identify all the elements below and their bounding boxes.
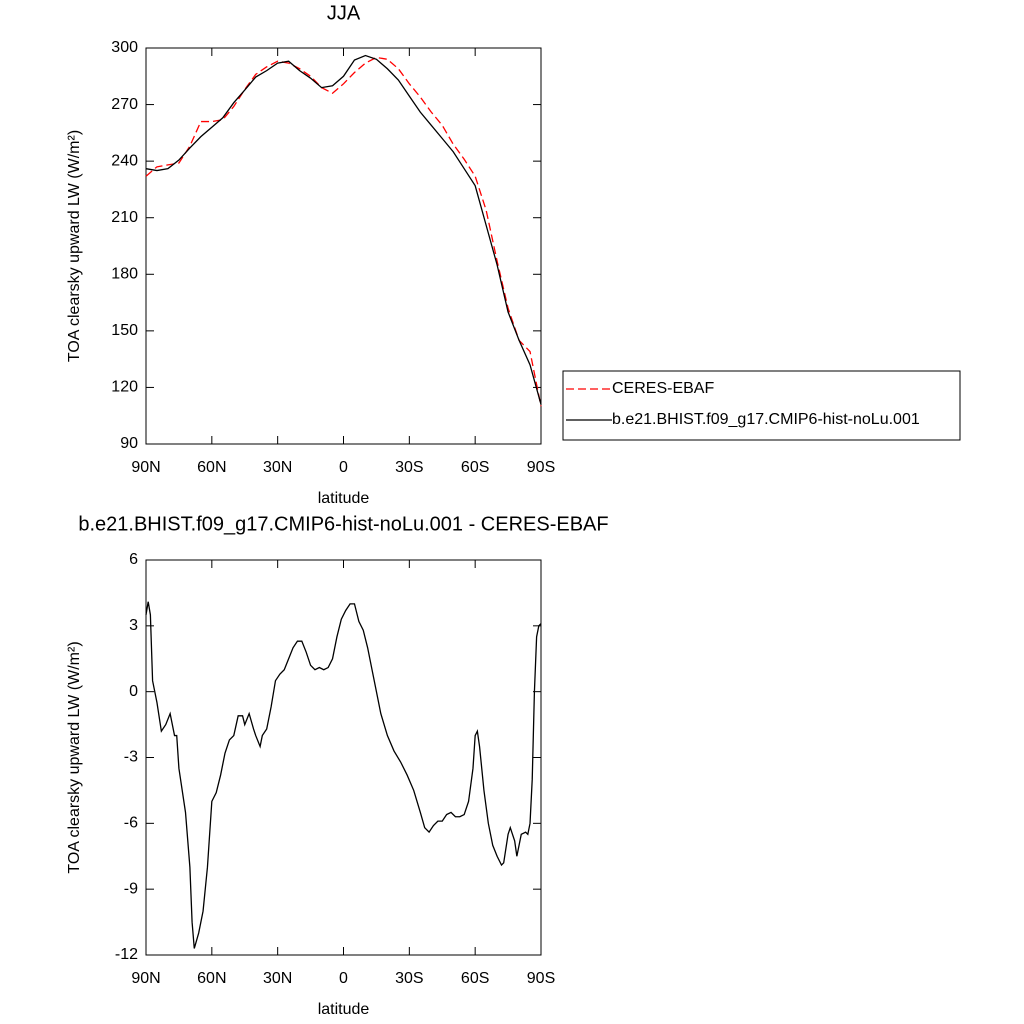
y-tick-label: 240 <box>111 152 138 169</box>
plot-frame <box>145 559 542 956</box>
x-axis-label: latitude <box>318 1001 370 1018</box>
x-tick-label: 30S <box>395 970 423 987</box>
y-tick-label: 210 <box>111 209 138 226</box>
data-line <box>145 56 542 407</box>
x-axis-label: latitude <box>318 490 370 507</box>
x-tick-label: 30S <box>395 459 423 476</box>
y-tick-label: -9 <box>124 880 138 897</box>
legend-label: CERES-EBAF <box>612 380 714 397</box>
legend-box <box>562 370 961 441</box>
x-tick-label: 60S <box>461 459 489 476</box>
x-tick-label: 0 <box>339 970 348 987</box>
x-tick-label: 60S <box>461 970 489 987</box>
x-tick-label: 90N <box>131 970 160 987</box>
y-tick-label: -6 <box>124 815 138 832</box>
y-tick-label: 6 <box>129 551 138 568</box>
x-tick-label: 60N <box>197 459 226 476</box>
y-tick-label: 90 <box>120 435 138 452</box>
x-tick-label: 90S <box>527 459 555 476</box>
chart-title: b.e21.BHIST.f09_g17.CMIP6-hist-noLu.001 … <box>78 513 608 535</box>
y-tick-label: 120 <box>111 379 138 396</box>
y-axis-label: TOA clearsky upward LW (W/m²) <box>66 130 83 362</box>
chart-title: JJA <box>327 2 361 24</box>
y-tick-label: -3 <box>124 749 138 766</box>
x-tick-label: 30N <box>263 970 292 987</box>
x-tick-label: 60N <box>197 970 226 987</box>
y-axis-label: TOA clearsky upward LW (W/m²) <box>66 641 83 873</box>
x-tick-label: 90N <box>131 459 160 476</box>
y-tick-label: -12 <box>115 946 138 963</box>
y-tick-label: 300 <box>111 39 138 56</box>
x-tick-label: 30N <box>263 459 292 476</box>
plot-frame <box>145 47 542 445</box>
data-line <box>145 54 542 405</box>
y-tick-label: 270 <box>111 96 138 113</box>
y-tick-label: 150 <box>111 322 138 339</box>
y-tick-label: 3 <box>129 617 138 634</box>
y-tick-label: 180 <box>111 266 138 283</box>
y-tick-label: 0 <box>129 683 138 700</box>
data-line <box>145 601 542 949</box>
x-tick-label: 0 <box>339 459 348 476</box>
x-tick-label: 90S <box>527 970 555 987</box>
legend-label: b.e21.BHIST.f09_g17.CMIP6-hist-noLu.001 <box>612 411 920 428</box>
